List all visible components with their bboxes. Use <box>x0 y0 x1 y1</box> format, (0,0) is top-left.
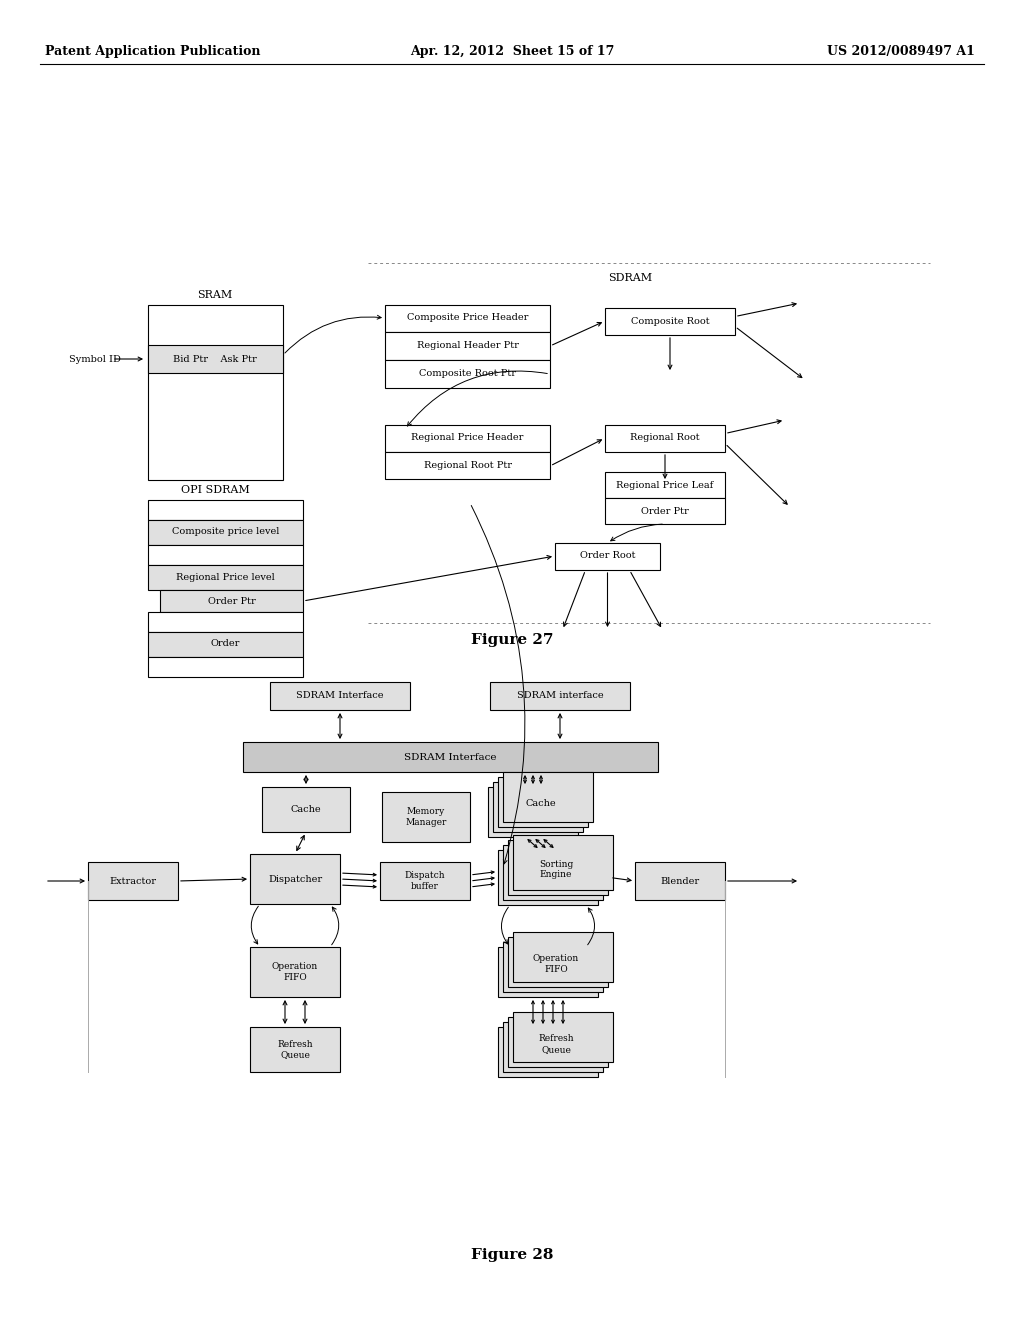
Bar <box>385 451 550 479</box>
Bar <box>270 682 410 710</box>
Bar <box>513 932 613 982</box>
Bar <box>148 500 303 520</box>
Text: Cache: Cache <box>525 800 556 808</box>
Bar <box>503 942 603 993</box>
Text: Regional Price Header: Regional Price Header <box>412 433 523 442</box>
Text: Operation
FIFO: Operation FIFO <box>272 962 318 982</box>
Bar <box>503 1022 603 1072</box>
Text: Order Root: Order Root <box>580 552 635 561</box>
Text: Regional Root: Regional Root <box>630 433 699 442</box>
Bar <box>498 1027 598 1077</box>
Bar <box>605 498 725 524</box>
Bar <box>148 345 283 374</box>
Text: SDRAM: SDRAM <box>608 273 652 282</box>
Text: Symbol ID: Symbol ID <box>69 355 121 363</box>
Text: Composite Price Header: Composite Price Header <box>407 314 528 322</box>
Bar <box>382 792 470 842</box>
Text: US 2012/0089497 A1: US 2012/0089497 A1 <box>827 45 975 58</box>
Text: Order Ptr: Order Ptr <box>641 507 689 516</box>
Text: Apr. 12, 2012  Sheet 15 of 17: Apr. 12, 2012 Sheet 15 of 17 <box>410 45 614 58</box>
Text: Composite Root: Composite Root <box>631 317 710 326</box>
Bar <box>243 742 658 772</box>
Bar <box>148 612 303 632</box>
Text: Dispatch
buffer: Dispatch buffer <box>404 871 445 891</box>
Text: Operation
FIFO: Operation FIFO <box>532 954 580 974</box>
Bar <box>513 1012 613 1063</box>
Bar <box>508 937 608 987</box>
Bar <box>508 1016 608 1067</box>
Bar <box>503 845 603 900</box>
Bar <box>262 787 350 832</box>
Text: Composite Root Ptr: Composite Root Ptr <box>419 370 516 379</box>
Bar <box>605 473 725 498</box>
Text: Refresh
Queue: Refresh Queue <box>539 1035 573 1053</box>
Text: Memory
Manager: Memory Manager <box>406 808 446 826</box>
Bar <box>490 682 630 710</box>
Bar <box>380 862 470 900</box>
Bar <box>493 781 583 832</box>
Text: Composite price level: Composite price level <box>172 528 280 536</box>
Bar <box>160 590 303 612</box>
Text: SDRAM interface: SDRAM interface <box>517 692 603 701</box>
Bar <box>88 862 178 900</box>
Bar <box>148 305 283 480</box>
Text: OPI SDRAM: OPI SDRAM <box>180 484 250 495</box>
Bar <box>385 360 550 388</box>
Text: Blender: Blender <box>660 876 699 886</box>
Text: SDRAM Interface: SDRAM Interface <box>296 692 384 701</box>
Text: Order Ptr: Order Ptr <box>208 597 255 606</box>
Bar <box>148 520 303 545</box>
Bar <box>385 425 550 451</box>
Text: Extractor: Extractor <box>110 876 157 886</box>
Bar <box>605 425 725 451</box>
Bar <box>250 854 340 904</box>
Text: Regional Price level: Regional Price level <box>176 573 274 582</box>
Bar <box>498 850 598 906</box>
Bar <box>148 632 303 657</box>
Bar <box>513 836 613 890</box>
Text: Order: Order <box>211 639 241 648</box>
Bar <box>503 772 593 822</box>
Text: Refresh
Queue: Refresh Queue <box>278 1040 312 1059</box>
Text: Regional Root Ptr: Regional Root Ptr <box>424 462 512 470</box>
Bar <box>250 946 340 997</box>
Text: Figure 27: Figure 27 <box>471 634 553 647</box>
Bar <box>148 657 303 677</box>
Bar <box>385 333 550 360</box>
Bar <box>555 543 660 570</box>
Bar <box>385 305 550 333</box>
Bar <box>250 1027 340 1072</box>
Bar <box>148 545 303 565</box>
Text: Sorting
Engine: Sorting Engine <box>539 859 573 879</box>
Text: SDRAM Interface: SDRAM Interface <box>404 752 497 762</box>
Text: Regional Price Leaf: Regional Price Leaf <box>616 480 714 490</box>
Bar <box>605 308 735 335</box>
Text: Dispatcher: Dispatcher <box>268 874 323 883</box>
Text: Figure 28: Figure 28 <box>471 1247 553 1262</box>
Text: Patent Application Publication: Patent Application Publication <box>45 45 260 58</box>
Bar <box>498 777 588 828</box>
Text: SRAM: SRAM <box>198 290 232 300</box>
Bar <box>508 840 608 895</box>
Bar <box>488 787 578 837</box>
Text: Bid Ptr    Ask Ptr: Bid Ptr Ask Ptr <box>173 355 257 363</box>
Bar <box>498 946 598 997</box>
Text: Regional Header Ptr: Regional Header Ptr <box>417 342 518 351</box>
Bar <box>148 565 303 590</box>
Text: Cache: Cache <box>291 805 322 814</box>
Bar <box>635 862 725 900</box>
